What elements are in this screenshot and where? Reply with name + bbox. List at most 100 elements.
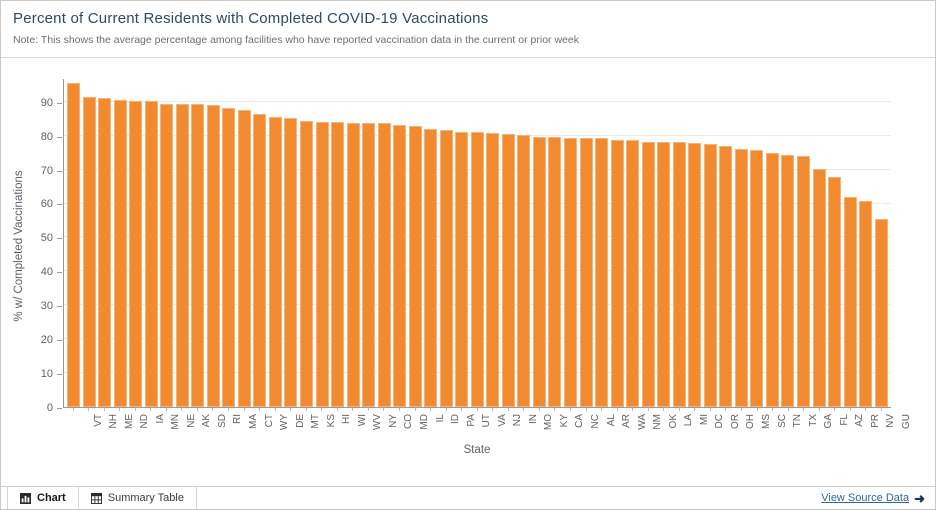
bar-IA[interactable]: 90.25 <box>129 100 171 407</box>
footer-tab-bar: Chart Summary Table View Source Data ➜ <box>1 486 935 509</box>
bar-NC[interactable]: 79.42 <box>564 137 606 407</box>
bar-CA[interactable]: 79.58 <box>548 137 590 407</box>
bar-AR[interactable]: 79.18 <box>595 138 637 407</box>
bar-GU[interactable]: 55.56 <box>874 218 916 407</box>
y-tick-label: 50 <box>40 232 53 245</box>
x-tick: LA <box>657 408 694 442</box>
bar-TN[interactable]: 74.83 <box>765 153 807 407</box>
tab-chart[interactable]: Chart <box>7 487 79 509</box>
x-tick: NM <box>626 408 663 442</box>
y-tick-label: 80 <box>40 130 53 143</box>
x-tick: CO <box>377 408 414 442</box>
x-tick: MD <box>392 408 430 442</box>
bar-MI[interactable]: 78.11 <box>672 142 714 407</box>
bar-OH[interactable]: 76.86 <box>719 146 761 407</box>
plot-area: 95.4291.4591.2490.5090.2590.1489.4789.35… <box>63 79 916 408</box>
bar-RI[interactable]: 88.99 <box>206 105 248 407</box>
x-tick: GU <box>874 408 912 442</box>
bar-NH[interactable]: 91.45 <box>82 96 124 407</box>
x-tick: MT <box>284 408 321 442</box>
x-tick: NH <box>82 408 119 442</box>
bar-DC[interactable]: 77.91 <box>688 142 730 407</box>
x-tick: SD <box>190 408 228 442</box>
bar-FL[interactable]: 70.28 <box>812 168 854 407</box>
y-tick-label: 60 <box>40 198 53 211</box>
bar-GA[interactable]: 74.13 <box>796 155 838 407</box>
bar-AZ[interactable]: 67.71 <box>828 177 870 407</box>
bar-NY[interactable]: 83.78 <box>362 122 404 407</box>
y-tick-label: 90 <box>40 96 53 109</box>
x-tick: WY <box>253 408 290 442</box>
bar-chart-icon <box>20 492 31 504</box>
bar-LA[interactable]: 78.14 <box>657 141 699 407</box>
y-tick-label: 0 <box>46 402 53 414</box>
y-tick-mark <box>57 238 62 240</box>
x-axis-labels: VT NH ME ND IA MN NE AK SD RI MA CT WY DE MT KS HI WI WV NY… <box>66 408 912 442</box>
bar-PA[interactable]: 81.73 <box>439 129 481 407</box>
x-tick: MI <box>672 408 710 442</box>
bar-MT[interactable]: 85.18 <box>284 118 326 407</box>
bar-UT[interactable]: 81.06 <box>455 132 497 407</box>
bar-MA[interactable]: 88.03 <box>222 108 264 407</box>
x-tick: OR <box>703 408 741 442</box>
bar-IL[interactable]: 83.00 <box>408 125 450 407</box>
bar-MO[interactable]: 80.08 <box>517 135 559 407</box>
bar-KS[interactable]: 84.42 <box>299 120 341 407</box>
bar-MN[interactable]: 90.14 <box>144 101 186 407</box>
x-tick: NV <box>859 408 896 442</box>
bar-SD[interactable]: 89.31 <box>191 104 233 407</box>
bar-VT[interactable]: 95.42 <box>67 83 109 407</box>
bar-OK[interactable]: 78.26 <box>641 141 683 407</box>
bar-OR[interactable]: 77.61 <box>703 143 745 407</box>
x-tick: VT <box>66 408 104 442</box>
y-gridline <box>64 100 891 102</box>
x-tick: TN <box>766 408 803 442</box>
bar-DE[interactable]: 85.60 <box>268 116 310 407</box>
bar-VA[interactable]: 80.95 <box>470 132 512 407</box>
y-tick-label: 70 <box>40 164 53 177</box>
bar-WV[interactable]: 83.82 <box>346 122 388 407</box>
bar-PR[interactable]: 61.92 <box>843 196 885 407</box>
view-source-data-link[interactable]: View Source Data <box>821 492 910 504</box>
x-tick: ME <box>97 408 135 442</box>
bar-ID[interactable]: 81.99 <box>424 128 466 407</box>
bar-value-label: 55.56 <box>906 221 917 243</box>
bar-CT[interactable]: 87.51 <box>237 110 279 407</box>
x-tick: MO <box>517 408 554 442</box>
bar-IN[interactable]: 80.41 <box>501 134 543 407</box>
x-tick: RI <box>206 408 243 442</box>
x-tick: MS <box>735 408 772 442</box>
bar-CO[interactable]: 83.73 <box>377 123 419 407</box>
x-tick: UT <box>455 408 492 442</box>
x-tick: AZ <box>828 408 865 442</box>
x-axis-title: State <box>463 444 491 456</box>
x-tick: WA <box>610 408 648 442</box>
bar-NJ[interactable]: 80.85 <box>486 132 528 407</box>
y-tick-mark <box>57 340 62 342</box>
bar-ME[interactable]: 91.24 <box>98 97 140 407</box>
y-tick-label: 40 <box>40 266 53 279</box>
source-area: View Source Data ➜ <box>821 487 935 509</box>
bar-MS[interactable]: 76.11 <box>734 148 776 407</box>
bar-WY[interactable]: 86.28 <box>253 114 295 407</box>
y-tick-mark <box>57 170 62 172</box>
tab-summary-table[interactable]: Summary Table <box>78 487 197 509</box>
bar-NE[interactable]: 89.47 <box>160 103 202 407</box>
x-tick-label: GU <box>900 414 912 429</box>
x-tick: MA <box>221 408 259 442</box>
bar-NM[interactable]: 78.81 <box>626 139 668 407</box>
bar-WA[interactable]: 78.83 <box>610 139 652 407</box>
x-tick: AR <box>595 408 632 442</box>
bar-TX[interactable]: 74.33 <box>781 154 823 407</box>
bar-SC[interactable]: 75.78 <box>750 149 792 407</box>
bar-KY[interactable]: 79.73 <box>532 136 574 407</box>
bar-HI[interactable]: 84.15 <box>315 121 357 407</box>
bar-WI[interactable]: 84.04 <box>331 121 373 407</box>
bar-ND[interactable]: 90.50 <box>113 100 155 407</box>
bar-MD[interactable]: 83.19 <box>393 124 435 407</box>
x-tick: NC <box>564 408 601 442</box>
bar-AL[interactable]: 79.23 <box>579 138 621 407</box>
bar-NV[interactable]: 60.87 <box>859 200 901 407</box>
bar-AK[interactable]: 89.35 <box>175 103 217 407</box>
